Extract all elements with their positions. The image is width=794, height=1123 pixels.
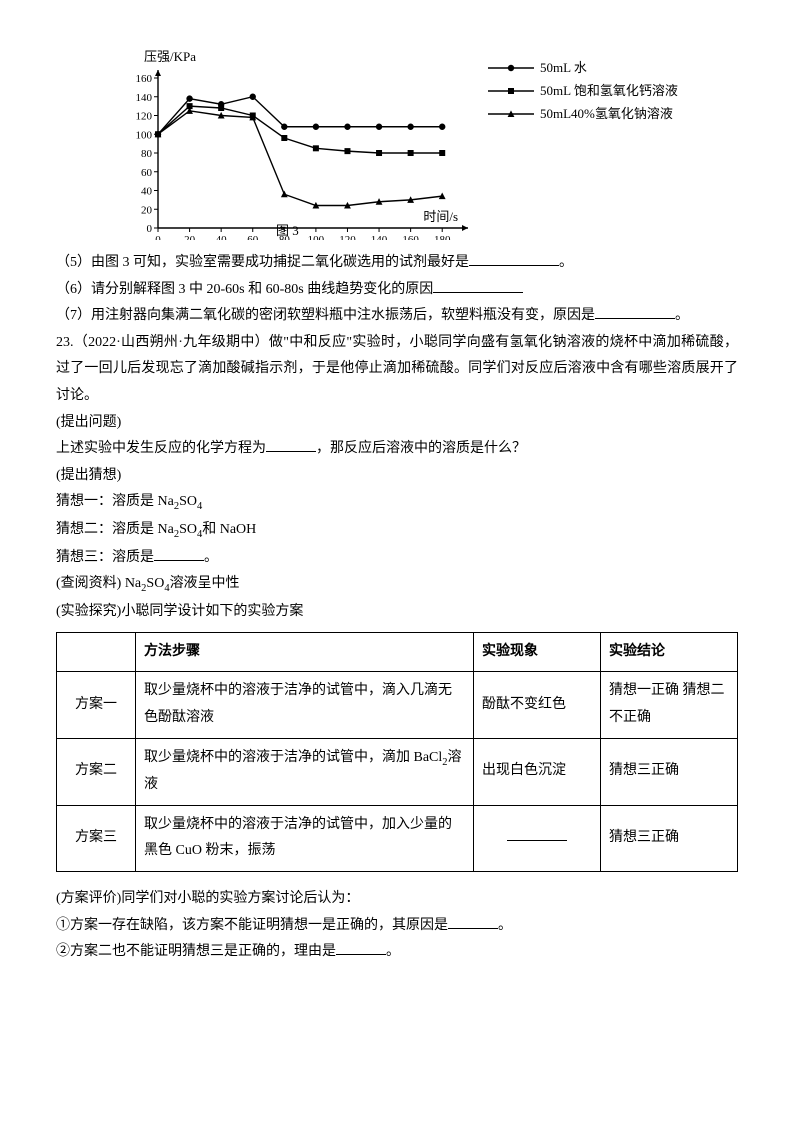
table-row: 方案一 取少量烧杯中的溶液于洁净的试管中，滴入几滴无色酚酞溶液 酚酞不变红色 猜… [57, 672, 738, 738]
svg-text:0: 0 [147, 223, 153, 235]
figure-label: 图 3 [276, 219, 299, 244]
svg-text:40: 40 [141, 186, 153, 198]
table-row: 方案二 取少量烧杯中的溶液于洁净的试管中，滴加 BaCl2溶液 出现白色沉淀 猜… [57, 738, 738, 805]
question-7: （7）用注射器向集满二氧化碳的密闭软塑料瓶中注水振荡后，软塑料瓶没有变，原因是 。 [56, 303, 738, 330]
legend-label: 50mL 水 [540, 58, 587, 79]
svg-text:20: 20 [141, 204, 153, 216]
chart-svg: 0204060801001201401600204060801001201401… [106, 60, 476, 240]
experiment-header: (实验探究)小聪同学设计如下的实验方案 [56, 599, 738, 626]
question-6: （6）请分别解释图 3 中 20-60s 和 60-80s 曲线趋势变化的原因 [56, 277, 738, 304]
cell-concl: 猜想三正确 [601, 805, 738, 871]
blank [448, 914, 498, 929]
eval-2: ②方案二也不能证明猜想三是正确的，理由是。 [56, 939, 738, 966]
legend-row: 50mL 饱和氢氧化钙溶液 [486, 81, 678, 102]
row-label: 方案一 [57, 672, 136, 738]
blank [507, 826, 567, 841]
blank [266, 437, 316, 452]
svg-text:60: 60 [141, 167, 153, 179]
svg-text:120: 120 [136, 111, 153, 123]
svg-text:0: 0 [155, 234, 161, 240]
th-phen: 实验现象 [474, 632, 601, 672]
cell-step: 取少量烧杯中的溶液于洁净的试管中，加入少量的黑色 CuO 粉末，振荡 [136, 805, 474, 871]
th-blank [57, 632, 136, 672]
cell-concl: 猜想一正确 猜想二不正确 [601, 672, 738, 738]
blank [595, 304, 675, 319]
cell-phen: 出现白色沉淀 [474, 738, 601, 805]
raise-question-text: 上述实验中发生反应的化学方程为 ，那反应后溶液中的溶质是什么？ [56, 436, 738, 463]
legend-row: 50mL40%氢氧化钠溶液 [486, 104, 678, 125]
svg-text:100: 100 [136, 129, 153, 141]
period: 。 [675, 308, 689, 323]
chart-legend: 50mL 水50mL 饱和氢氧化钙溶液50mL40%氢氧化钠溶液 [486, 58, 678, 126]
guess-2: 猜想二：溶质是 Na2SO4和 NaOH [56, 517, 738, 545]
eval-1: ①方案一存在缺陷，该方案不能证明猜想一是正确的，其原因是。 [56, 913, 738, 940]
th-step: 方法步骤 [136, 632, 474, 672]
reference-header: (查阅资料) Na2SO4溶液呈中性 [56, 571, 738, 599]
blank [154, 546, 204, 561]
x-axis-label: 时间/s [423, 205, 458, 230]
question-23-intro: 23.（2022·山西朔州·九年级期中）做"中和反应"实验时，小聪同学向盛有氢氧… [56, 330, 738, 410]
q7-text: （7）用注射器向集满二氧化碳的密闭软塑料瓶中注水振荡后，软塑料瓶没有变，原因是 [56, 308, 595, 323]
raise-q-tail: ，那反应后溶液中的溶质是什么？ [316, 441, 526, 456]
legend-label: 50mL40%氢氧化钠溶液 [540, 104, 673, 125]
svg-text:180: 180 [434, 234, 451, 240]
blank [336, 940, 386, 955]
blank [469, 251, 559, 266]
question-5: （5）由图 3 可知，实验室需要成功捕捉二氧化碳选用的试剂最好是 。 [56, 250, 738, 277]
svg-text:40: 40 [216, 234, 228, 240]
guess-3: 猜想三：溶质是。 [56, 545, 738, 572]
raise-question-header: (提出问题) [56, 410, 738, 437]
guess-header: (提出猜想) [56, 463, 738, 490]
table-header-row: 方法步骤 实验现象 实验结论 [57, 632, 738, 672]
cell-phen: 酚酞不变红色 [474, 672, 601, 738]
cell-step: 取少量烧杯中的溶液于洁净的试管中，滴入几滴无色酚酞溶液 [136, 672, 474, 738]
table-row: 方案三 取少量烧杯中的溶液于洁净的试管中，加入少量的黑色 CuO 粉末，振荡 猜… [57, 805, 738, 871]
pressure-chart: 压强/KPa 020406080100120140160020406080100… [106, 50, 696, 250]
q6-text: （6）请分别解释图 3 中 20-60s 和 60-80s 曲线趋势变化的原因 [56, 282, 433, 297]
svg-text:140: 140 [136, 92, 153, 104]
th-concl: 实验结论 [601, 632, 738, 672]
period: 。 [559, 255, 573, 270]
cell-phen [474, 805, 601, 871]
svg-text:80: 80 [141, 148, 153, 160]
guess-1: 猜想一：溶质是 Na2SO4 [56, 489, 738, 517]
raise-q-stem: 上述实验中发生反应的化学方程为 [56, 441, 266, 456]
row-label: 方案三 [57, 805, 136, 871]
svg-text:60: 60 [247, 234, 259, 240]
legend-row: 50mL 水 [486, 58, 678, 79]
experiment-table: 方法步骤 实验现象 实验结论 方案一 取少量烧杯中的溶液于洁净的试管中，滴入几滴… [56, 632, 738, 872]
row-label: 方案二 [57, 738, 136, 805]
cell-concl: 猜想三正确 [601, 738, 738, 805]
svg-text:160: 160 [402, 234, 419, 240]
svg-text:100: 100 [308, 234, 325, 240]
eval-header: (方案评价)同学们对小聪的实验方案讨论后认为： [56, 886, 738, 913]
legend-label: 50mL 饱和氢氧化钙溶液 [540, 81, 678, 102]
q5-text: （5）由图 3 可知，实验室需要成功捕捉二氧化碳选用的试剂最好是 [56, 255, 469, 270]
svg-text:120: 120 [339, 234, 356, 240]
blank [433, 278, 523, 293]
svg-text:160: 160 [136, 73, 153, 85]
cell-step: 取少量烧杯中的溶液于洁净的试管中，滴加 BaCl2溶液 [136, 738, 474, 805]
svg-text:20: 20 [184, 234, 196, 240]
svg-text:140: 140 [371, 234, 388, 240]
